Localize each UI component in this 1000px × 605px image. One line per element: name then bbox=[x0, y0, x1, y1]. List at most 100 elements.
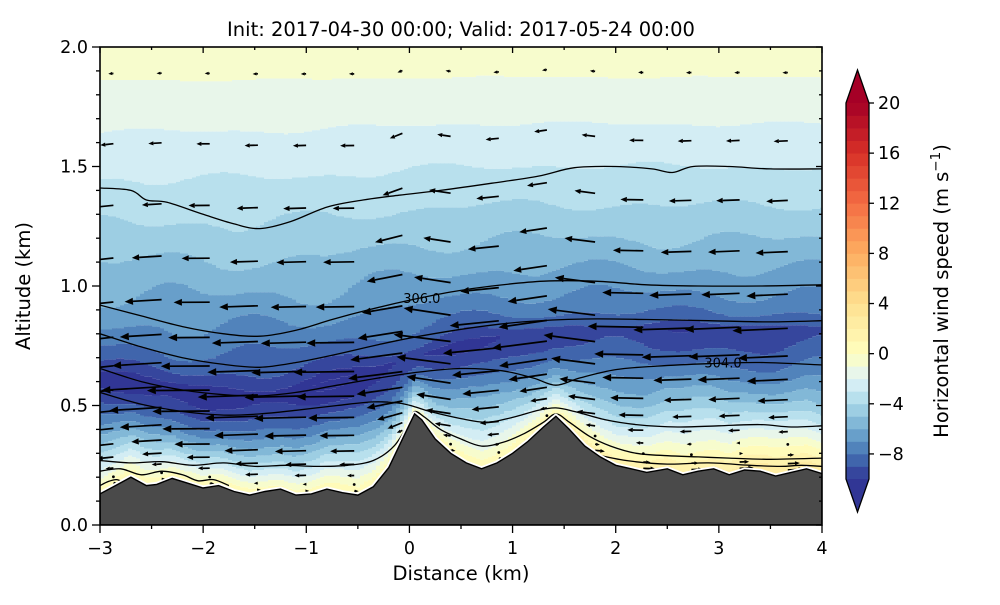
fill-band bbox=[768, 447, 772, 456]
fill-band bbox=[492, 76, 496, 126]
fill-band bbox=[176, 413, 180, 423]
fill-band bbox=[172, 436, 176, 443]
fill-band bbox=[528, 77, 532, 124]
fill-band bbox=[400, 416, 404, 422]
fill-band bbox=[700, 430, 704, 442]
fill-band bbox=[800, 211, 804, 237]
fill-band bbox=[448, 79, 452, 125]
fill-band bbox=[548, 350, 552, 362]
fill-band bbox=[680, 351, 684, 365]
fill-band bbox=[484, 294, 488, 311]
fill-band bbox=[308, 176, 312, 210]
fill-band bbox=[504, 298, 508, 317]
fill-band bbox=[792, 380, 796, 392]
fill-band bbox=[140, 129, 144, 184]
fill-band bbox=[708, 169, 712, 202]
fill-band bbox=[316, 255, 320, 305]
fill-band bbox=[276, 403, 280, 417]
fill-band bbox=[768, 271, 772, 298]
fill-band bbox=[292, 325, 296, 348]
fill-band bbox=[200, 430, 204, 439]
fill-band bbox=[736, 413, 740, 423]
fill-band bbox=[548, 272, 552, 301]
fill-band bbox=[632, 394, 636, 408]
fill-band bbox=[624, 378, 628, 394]
fill-band bbox=[452, 252, 456, 276]
fill-band bbox=[728, 434, 732, 444]
fill-band bbox=[324, 80, 328, 129]
fill-band bbox=[156, 443, 160, 450]
fill-band bbox=[564, 410, 568, 416]
fill-band bbox=[788, 325, 792, 347]
fill-band bbox=[676, 206, 680, 248]
fill-band bbox=[292, 449, 296, 458]
fill-band bbox=[240, 132, 244, 175]
fill-band bbox=[744, 370, 748, 383]
fill-band bbox=[112, 423, 116, 432]
fill-band bbox=[140, 375, 144, 394]
fill-band bbox=[348, 418, 352, 427]
fill-band bbox=[516, 423, 520, 432]
fill-band bbox=[480, 294, 484, 311]
fill-band bbox=[252, 292, 256, 314]
fill-band bbox=[764, 355, 768, 372]
fill-band bbox=[684, 289, 688, 305]
fill-band bbox=[432, 416, 436, 422]
fill-band bbox=[744, 439, 748, 448]
fill-band bbox=[796, 211, 800, 238]
colorbar-label-main: Horizontal wind speed (m s bbox=[930, 172, 953, 438]
fill-band bbox=[416, 209, 420, 246]
fill-band bbox=[440, 208, 444, 253]
quiver-shaft bbox=[774, 417, 788, 418]
fill-band bbox=[672, 47, 676, 77]
fill-band bbox=[492, 328, 496, 337]
fill-band bbox=[280, 388, 284, 402]
fill-band bbox=[796, 437, 800, 446]
fill-band bbox=[520, 199, 524, 231]
fill-band bbox=[732, 325, 736, 349]
fill-band bbox=[396, 244, 400, 270]
fill-band bbox=[176, 384, 180, 400]
fill-band bbox=[236, 232, 240, 271]
fill-band bbox=[132, 360, 136, 373]
fill-band bbox=[796, 325, 800, 342]
fill-band bbox=[392, 215, 396, 244]
fill-band bbox=[572, 361, 576, 371]
fill-band bbox=[528, 328, 532, 354]
fill-band bbox=[224, 81, 228, 131]
fill-band bbox=[456, 441, 460, 450]
fill-band bbox=[472, 327, 476, 339]
fill-band bbox=[812, 423, 816, 432]
fill-band bbox=[668, 77, 672, 124]
fill-band bbox=[432, 47, 436, 79]
fill-band bbox=[616, 124, 620, 166]
fill-band bbox=[216, 439, 220, 445]
fill-band bbox=[536, 391, 540, 398]
fill-band bbox=[284, 213, 288, 257]
fill-band bbox=[496, 394, 500, 404]
fill-band bbox=[512, 77, 516, 126]
fill-band bbox=[632, 361, 636, 380]
fill-band bbox=[408, 387, 412, 393]
fill-band bbox=[728, 47, 732, 77]
fill-band bbox=[304, 461, 308, 468]
fill-band bbox=[208, 421, 212, 431]
fill-band bbox=[656, 404, 660, 414]
fill-band bbox=[528, 423, 532, 429]
fill-band bbox=[332, 47, 336, 79]
fill-band bbox=[356, 479, 360, 488]
fill-band bbox=[208, 81, 212, 131]
fill-band bbox=[260, 476, 264, 482]
fill-band bbox=[460, 354, 464, 367]
fill-band bbox=[584, 211, 588, 238]
fill-band bbox=[120, 437, 124, 446]
fill-band bbox=[232, 473, 236, 479]
fill-band bbox=[744, 168, 748, 201]
fill-band bbox=[704, 460, 708, 467]
fill-band bbox=[564, 385, 568, 392]
fill-band bbox=[336, 461, 340, 468]
fill-band bbox=[748, 235, 752, 277]
fill-band bbox=[580, 47, 584, 77]
fill-band bbox=[804, 360, 808, 376]
